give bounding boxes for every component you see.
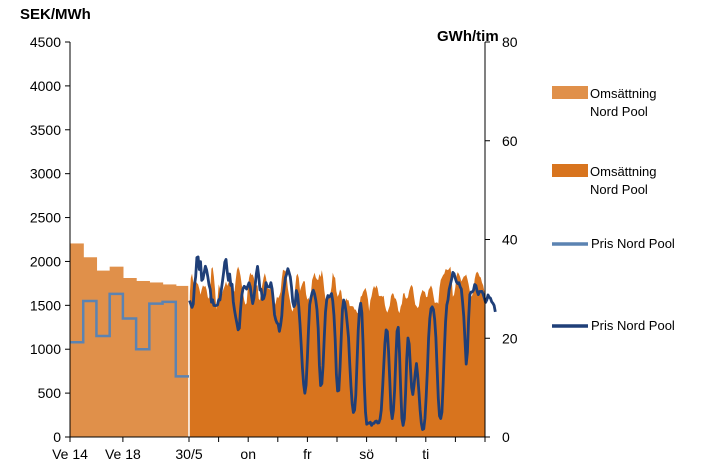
axes — [65, 41, 490, 442]
x-tick-label: sö — [359, 446, 374, 462]
weekly-volume-bar — [175, 285, 190, 437]
legend-label: Omsättning — [590, 164, 656, 179]
x-tick-label: fr — [303, 446, 312, 462]
legend-label: Pris Nord Pool — [591, 318, 675, 333]
weekly-volume-bar — [149, 282, 164, 437]
price-lines — [70, 255, 497, 431]
left-tick-label: 4500 — [30, 34, 61, 50]
left-tick-label: 1000 — [30, 341, 61, 357]
x-tick-label: ti — [422, 446, 429, 462]
left-axis-title: SEK/MWh — [20, 6, 91, 23]
right-tick-label: 60 — [502, 133, 518, 149]
right-tick-label: 80 — [502, 34, 518, 50]
legend-swatch — [552, 86, 588, 99]
left-tick-label: 500 — [38, 385, 62, 401]
legend-label-continued: Nord Pool — [590, 104, 648, 119]
left-tick-label: 2000 — [30, 253, 61, 269]
x-tick-label: on — [240, 446, 256, 462]
left-tick-label: 0 — [53, 429, 61, 445]
legend: Omsättning Nord Pool Omsättning Nord Pool Pr… — [552, 86, 675, 333]
weekly-volume-bar — [96, 270, 111, 437]
left-tick-label: 4000 — [30, 78, 61, 94]
right-tick-label: 20 — [502, 330, 518, 346]
tick-labels: 0 500 1000 1500 2000 2500 3000 3500 4000 4500 0 20 4… — [30, 34, 518, 462]
left-tick-label: 1500 — [30, 297, 61, 313]
right-tick-label: 40 — [502, 232, 518, 248]
weekly-volume-bar — [83, 257, 98, 437]
weekly-volume-bar — [122, 278, 137, 437]
right-axis-title: GWh/tim — [437, 28, 499, 45]
hourly-price-line — [188, 255, 497, 431]
x-tick-label: 30/5 — [175, 446, 202, 462]
weekly-price-line — [70, 292, 189, 378]
right-tick-label: 0 — [502, 429, 510, 445]
weekly-volume-bar — [136, 280, 150, 437]
left-tick-label: 2500 — [30, 210, 61, 226]
volume-areas — [70, 243, 485, 437]
weekly-volume-bar — [109, 266, 124, 437]
x-tick-label: Ve 14 — [52, 446, 88, 462]
left-tick-label: 3000 — [30, 166, 61, 182]
weekly-volume-bar — [70, 243, 84, 437]
legend-label: Omsättning — [590, 86, 656, 101]
legend-label-continued: Nord Pool — [590, 182, 648, 197]
legend-label: Pris Nord Pool — [591, 236, 675, 251]
x-tick-label: Ve 18 — [105, 446, 141, 462]
legend-swatch — [552, 164, 588, 177]
weekly-volume-bar — [162, 284, 177, 437]
left-tick-label: 3500 — [30, 122, 61, 138]
